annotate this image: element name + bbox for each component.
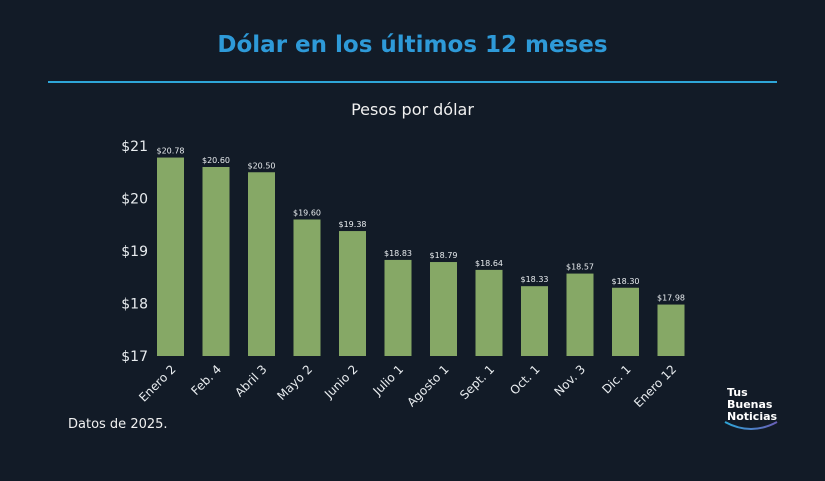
bar: [248, 172, 275, 356]
data-label: $18.33: [521, 275, 549, 284]
logo-line: Buenas: [727, 398, 773, 411]
bar: [384, 259, 412, 356]
data-label: $18.83: [384, 249, 412, 258]
bar: [202, 167, 230, 356]
data-label: $18.57: [566, 263, 594, 272]
x-tick-label: Junio 2: [321, 362, 361, 402]
y-tick-label: $20: [121, 192, 148, 208]
logo: Tus Buenas Noticias: [724, 386, 778, 430]
data-label: $20.50: [248, 161, 276, 170]
data-label: $17.98: [657, 294, 685, 303]
x-tick-label: Enero 12: [631, 362, 679, 410]
data-label: $20.60: [202, 156, 230, 165]
bar: [612, 287, 639, 356]
data-label: $19.38: [339, 220, 367, 229]
data-label: $20.78: [157, 147, 185, 156]
page-title: Dólar en los últimos 12 meses: [217, 32, 608, 58]
x-tick-label: Agosto 1: [404, 362, 451, 409]
logo-line: Noticias: [727, 410, 778, 423]
x-tick-label: Dic. 1: [599, 362, 633, 396]
bar: [293, 219, 321, 356]
bar: [657, 304, 685, 356]
data-label: $18.64: [475, 259, 503, 268]
x-tick-label: Enero 2: [136, 362, 178, 404]
bar: [157, 157, 184, 356]
y-tick-label: $18: [121, 297, 148, 313]
x-tick-label: Julio 1: [370, 362, 406, 398]
logo-line: Tus: [727, 386, 748, 399]
x-tick-label: Oct. 1: [507, 362, 542, 397]
x-tick-label: Feb. 4: [188, 362, 224, 398]
data-note: Datos de 2025.: [68, 417, 168, 432]
y-tick-label: $19: [121, 244, 148, 260]
bar: [339, 231, 366, 356]
x-tick-label: Sept. 1: [457, 362, 497, 402]
bar: [566, 273, 594, 356]
x-tick-label: Abril 3: [232, 362, 269, 399]
title-divider: [48, 81, 777, 83]
bar: [430, 262, 457, 356]
x-tick-label: Mayo 2: [274, 362, 315, 403]
bar: [475, 269, 503, 356]
chart-title: Pesos por dólar: [351, 100, 474, 119]
data-label: $18.79: [430, 251, 458, 260]
data-label: $19.60: [293, 209, 321, 218]
y-tick-label: $17: [121, 349, 148, 365]
x-tick-label: Nov. 3: [552, 362, 589, 399]
bar: [521, 286, 548, 356]
y-tick-label: $21: [121, 139, 148, 155]
data-label: $18.30: [612, 277, 640, 286]
logo-smile-icon: [724, 421, 778, 430]
